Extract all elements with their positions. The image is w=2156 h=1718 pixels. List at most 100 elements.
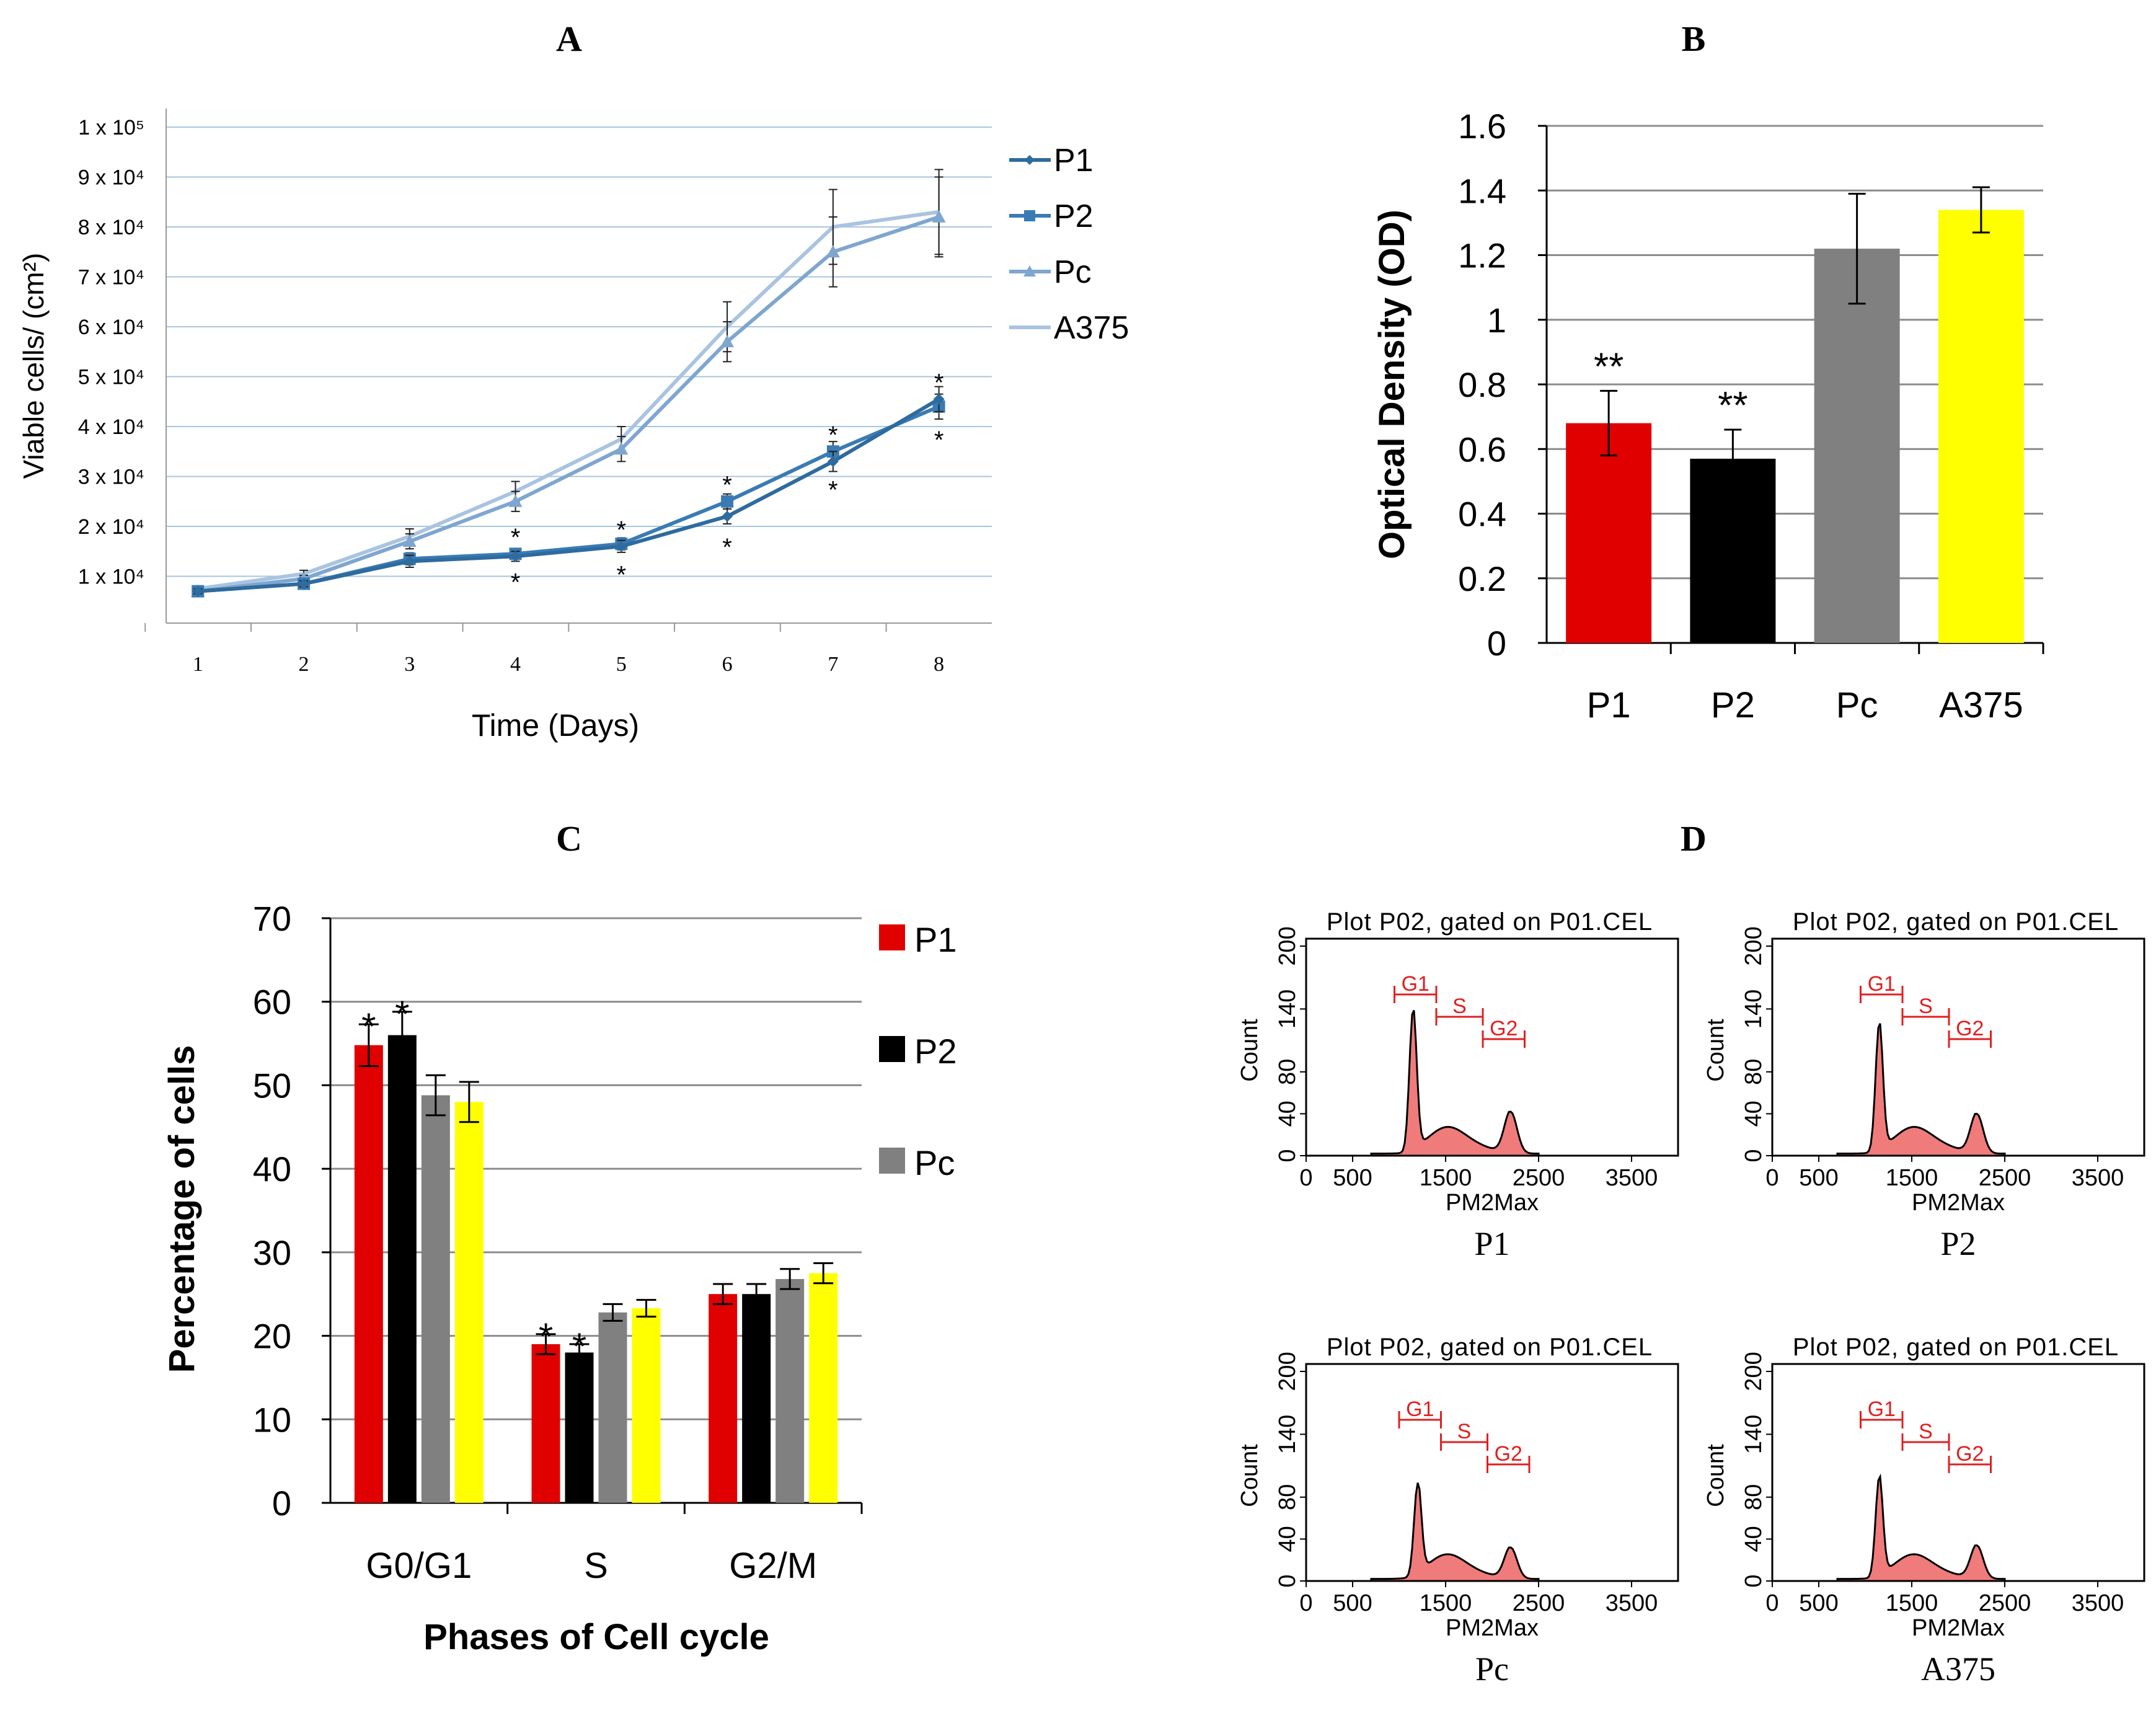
y-axis-title: Count [1703,1019,1729,1082]
significance-asterisk: * [617,561,627,588]
y-tick-label: 8 x 10⁴ [78,216,144,239]
gate-G1: G1 [1398,1397,1442,1428]
gate-G1: G1 [1860,972,1904,1003]
y-tick-label: 200 [1275,926,1301,965]
x-tick-label: 0 [1299,1590,1312,1616]
x-tick-label: 3 [404,653,415,676]
legend-marker-Pc [1023,265,1036,277]
significance-asterisks: ** [1718,384,1747,427]
x-axis-title: PM2Max [1912,1190,2005,1216]
y-tick-label: 40 [1275,1100,1301,1127]
bar-P2-G2M [742,1294,771,1503]
x-tick-label: 8 [934,653,944,676]
y-tick-label: 10 [253,1400,291,1439]
y-tick-label: 6 x 10⁴ [78,316,144,339]
error-bar-P2 [569,1343,590,1362]
marker-P2 [721,495,734,508]
y-axis-title: Count [1237,1444,1263,1507]
marker-P1 [298,578,309,590]
y-tick-label: 140 [1275,990,1301,1029]
marker-P1 [616,541,627,552]
x-tick-label: 4 [510,653,521,676]
significance-asterisk: * [934,370,944,397]
series-line-P1 [198,397,940,593]
error-bar-P2 [746,1283,767,1305]
marker-P1 [933,393,945,405]
y-tick-label: 80 [1741,1059,1767,1085]
bar-Pc-G0G1 [421,1095,450,1503]
histogram-area [1370,1009,1540,1157]
gate-label: S [1452,994,1467,1018]
x-tick-label: 7 [828,653,838,676]
x-tick-label-G2M: G2/M [729,1546,817,1586]
histogram-plot-Pc: Plot P02, gated on P01.CEL G1 S G2 0 500 1500 2… [1237,1334,1679,1688]
x-tick-label: 500 [1799,1590,1838,1616]
bar-Pc-G2M [775,1278,805,1503]
gate-G2: G2 [1948,1017,1992,1048]
x-tick-label: 1500 [1420,1590,1472,1616]
y-tick-label: 9 x 10⁴ [78,166,144,190]
plot-frame [1305,1363,1679,1582]
gate-label: S [1919,994,1933,1018]
significance-asterisk: * [361,1006,376,1047]
plot-caption: Pc [1475,1650,1509,1688]
marker-Pc [932,210,946,223]
bar-P1-S [531,1344,560,1503]
y-tick-label: 4 x 10⁴ [78,415,144,439]
x-tick-label-Pc: Pc [1836,685,1878,725]
error-bar-Pc [780,1268,800,1290]
plot-frame [1771,937,2145,1157]
y-axis-title: Count [1237,1019,1263,1082]
marker-Pc [402,534,417,547]
x-tick-label: 3500 [1606,1590,1658,1616]
y-tick-label: 1 x 10⁵ [78,116,144,139]
y-tick-label: 0 [1487,624,1506,663]
plot-caption: P2 [1940,1225,1976,1262]
x-tick-label: 2 [299,653,309,676]
significance-asterisk: * [722,534,732,561]
y-tick-label: 0 [1275,1149,1301,1162]
plot-frame [1305,937,1679,1157]
x-tick-label: 2500 [1979,1165,2031,1191]
y-tick-label: 2 x 10⁴ [78,515,144,539]
bar-P2 [1690,458,1776,643]
plot-caption: P1 [1474,1225,1509,1262]
histogram-plot-P2: Plot P02, gated on P01.CEL G1 S G2 0 500 1500 2… [1703,908,2145,1262]
marker-Pc [614,442,629,455]
significance-asterisk: * [511,569,521,596]
x-tick-label: 500 [1333,1165,1372,1191]
gate-S: S [1901,1420,1950,1451]
legend-marker-P1 [1025,155,1035,165]
marker-Pc [826,245,840,258]
legend-label-A375: A375 [1054,310,1129,346]
error-bar-P2 [1724,428,1742,489]
y-tick-label: 70 [253,899,291,938]
gate-label: G2 [1495,1442,1522,1466]
x-tick-label-P1: P1 [1587,685,1631,725]
histogram-plot-A375: Plot P02, gated on P01.CEL G1 S G2 0 500 1500 2… [1703,1334,2145,1688]
y-tick-label: 0 [1275,1574,1301,1587]
y-tick-label: 30 [253,1233,291,1272]
legend-label-P1: P1 [914,920,957,959]
panel-label-a: A [556,19,582,59]
x-tick-label: 3500 [2072,1165,2124,1191]
gate-G2: G2 [1482,1017,1526,1048]
y-tick-label: 80 [1275,1059,1301,1085]
x-tick-label: 3500 [2072,1590,2124,1616]
plot-caption: A375 [1921,1650,1995,1688]
legend-swatch-P2 [879,1036,905,1062]
y-tick-label: 1 x 10⁴ [78,565,144,589]
x-tick-label: 2500 [1513,1165,1565,1191]
gate-S: S [1901,994,1950,1025]
y-tick-label: 200 [1275,1352,1301,1391]
significance-asterisk: * [722,472,732,499]
gate-label: G1 [1406,1397,1434,1421]
panel-label-d: D [1681,818,1707,859]
gate-label: G1 [1868,1397,1896,1421]
series-line-Pc [197,215,940,593]
x-tick-label-A375: A375 [1939,685,2023,725]
y-tick-label: 40 [253,1149,291,1189]
series-line-A375 [197,210,940,591]
histogram-plot-P1: Plot P02, gated on P01.CEL G1 S G2 0 500 1500 2… [1237,908,1679,1262]
